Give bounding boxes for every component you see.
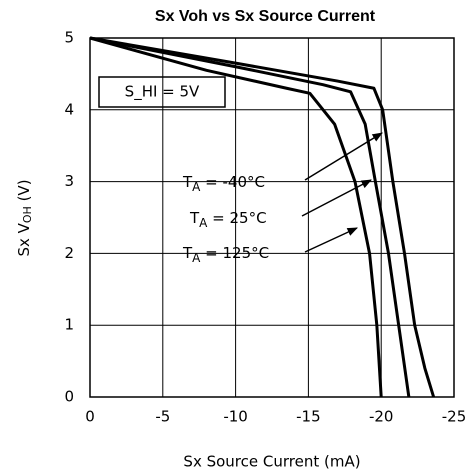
x-tick-label: -20 [369, 408, 394, 426]
y-tick-label: 4 [64, 100, 74, 118]
y-tick-label: 2 [64, 244, 74, 262]
x-axis-label: Sx Source Current (mA) [183, 453, 360, 471]
series-label-sub: A [199, 216, 208, 230]
series-line [89, 36, 383, 398]
series-label-rest: = 125°C [200, 244, 269, 262]
y-tick-label: 0 [64, 388, 74, 406]
x-tick-label: 0 [85, 408, 95, 426]
series-label-main: T [189, 209, 200, 227]
y-axis-label: Sx VOH (V) [15, 179, 35, 256]
series-label-main: T [182, 173, 193, 191]
series-label-main: T [182, 244, 193, 262]
y-label-main: Sx V [15, 222, 33, 256]
plot-frame [89, 37, 455, 398]
annotation-box [98, 76, 226, 108]
series-label: TA = -40°C [182, 173, 265, 194]
chart-title: Sx Voh vs Sx Source Current [155, 8, 376, 25]
series-label-sub: A [192, 251, 201, 265]
series-label: TA = 25°C [189, 209, 267, 230]
series-label-rest: = 25°C [207, 209, 266, 227]
x-tick-label: -25 [442, 408, 467, 426]
x-tick-label: -5 [155, 408, 170, 426]
y-label-sub: OH [21, 206, 34, 223]
series-label-sub: A [192, 180, 201, 194]
x-tick-label: -15 [296, 408, 321, 426]
y-label-rest: (V) [15, 179, 33, 206]
arrow [304, 227, 358, 253]
y-tick-label: 3 [64, 172, 74, 190]
series-label: TA = 125°C [182, 244, 269, 265]
arrow [301, 179, 372, 217]
x-tick-label: -10 [223, 408, 248, 426]
y-tick-label: 5 [64, 29, 74, 47]
series-line [89, 36, 436, 398]
series-line [89, 36, 411, 398]
series-label-rest: = -40°C [200, 173, 265, 191]
y-tick-label: 1 [64, 316, 74, 334]
